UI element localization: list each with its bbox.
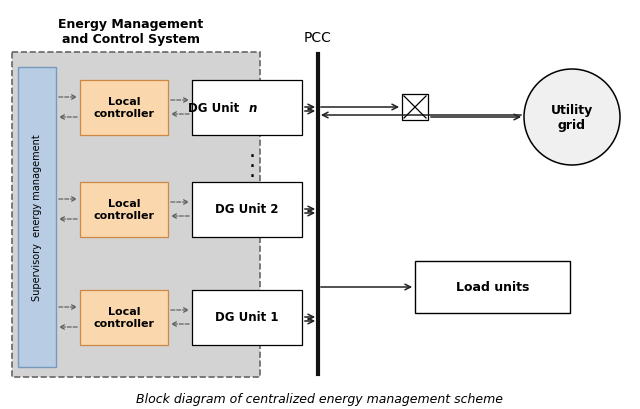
Text: DG Unit 2: DG Unit 2 xyxy=(215,203,279,216)
Bar xyxy=(18,68,56,367)
Text: Local
controller: Local controller xyxy=(93,306,154,328)
Text: Load units: Load units xyxy=(456,281,529,294)
Bar xyxy=(192,182,302,237)
Bar xyxy=(402,95,428,121)
Text: .: . xyxy=(248,161,255,180)
Bar xyxy=(415,261,570,313)
Bar xyxy=(80,182,168,237)
Text: DG Unit 1: DG Unit 1 xyxy=(215,311,279,324)
Bar xyxy=(80,290,168,345)
Text: Local
controller: Local controller xyxy=(93,97,154,119)
Text: .: . xyxy=(248,151,255,171)
Text: Local
controller: Local controller xyxy=(93,199,154,220)
Text: PCC: PCC xyxy=(304,31,332,45)
Text: Supervisory  energy management: Supervisory energy management xyxy=(32,134,42,301)
Bar xyxy=(192,80,302,135)
Text: n: n xyxy=(249,101,257,114)
Bar xyxy=(192,290,302,345)
Bar xyxy=(80,80,168,135)
Text: Utility
grid: Utility grid xyxy=(551,104,593,132)
Ellipse shape xyxy=(524,70,620,166)
Text: Energy Management
and Control System: Energy Management and Control System xyxy=(58,18,204,46)
Bar xyxy=(12,53,260,377)
Text: Block diagram of centralized energy management scheme: Block diagram of centralized energy mana… xyxy=(136,393,504,405)
Text: .: . xyxy=(248,141,255,161)
Text: DG Unit: DG Unit xyxy=(188,101,243,114)
